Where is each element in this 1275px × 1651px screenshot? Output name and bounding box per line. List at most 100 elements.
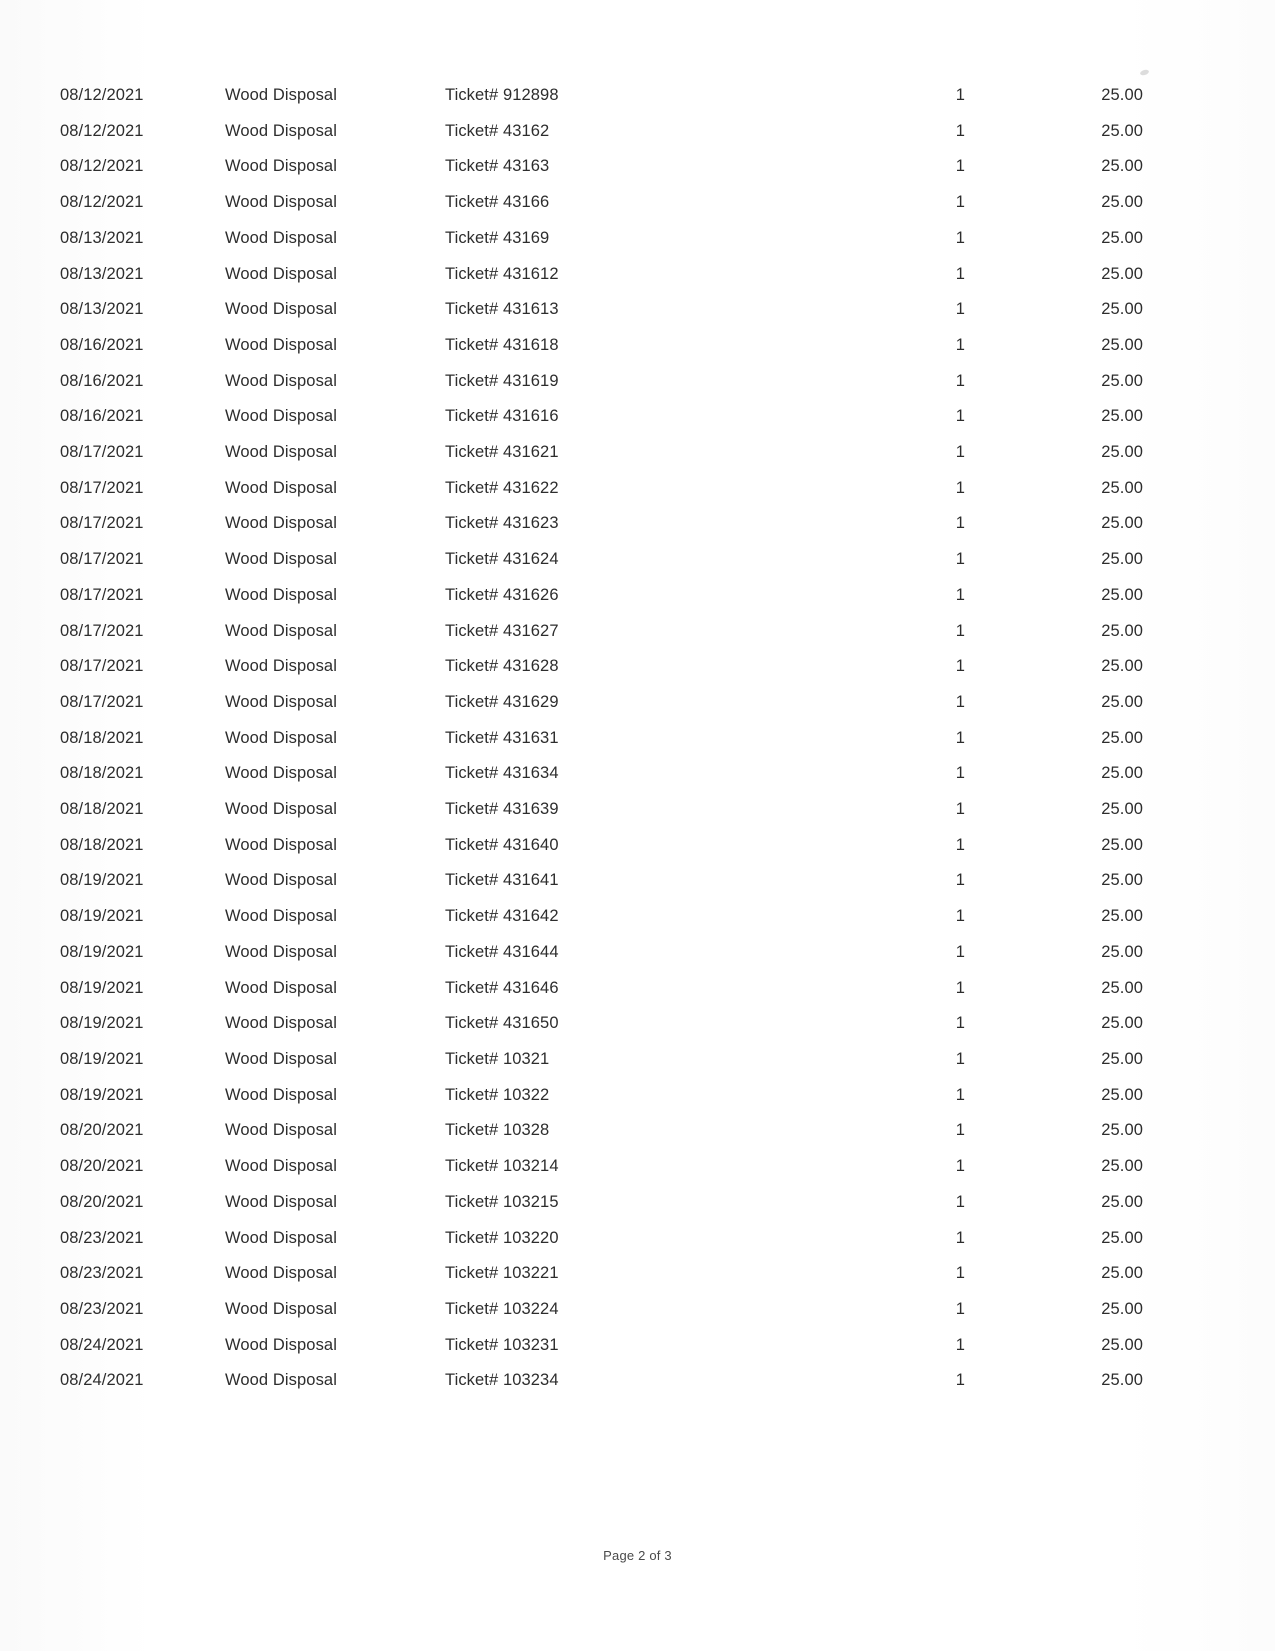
cell-quantity: 1 xyxy=(955,157,965,176)
cell-ticket: Ticket# 431619 xyxy=(445,371,559,390)
cell-quantity: 1 xyxy=(955,1371,965,1390)
cell-rate: 25.00 xyxy=(1101,335,1143,354)
table-row: 08/17/2021 Wood Disposal Ticket# 431629 1 25… xyxy=(0,685,1275,721)
cell-quantity: 1 xyxy=(955,1157,965,1176)
cell-amount: 25.00 xyxy=(1183,1113,1275,1149)
cell-rate: 25.00 xyxy=(1101,193,1143,212)
cell-rate: 25.00 xyxy=(1101,657,1143,676)
cell-amount: 25.00 xyxy=(1183,1185,1275,1221)
cell-amount: 25.00 xyxy=(1183,899,1275,935)
cell-ticket: Ticket# 10322 xyxy=(445,1085,550,1104)
cell-ticket: Ticket# 431639 xyxy=(445,800,559,819)
cell-date: 08/16/2021 xyxy=(60,371,144,390)
cell-amount: 25.00 xyxy=(1183,1221,1275,1257)
cell-quantity: 1 xyxy=(955,764,965,783)
cell-rate: 25.00 xyxy=(1101,871,1143,890)
cell-amount: 25.00 xyxy=(1183,292,1275,328)
table-row: 08/24/2021 Wood Disposal Ticket# 103234 1 25… xyxy=(0,1363,1275,1399)
cell-ticket: Ticket# 431612 xyxy=(445,264,559,283)
table-row: 08/19/2021 Wood Disposal Ticket# 431650 1 25… xyxy=(0,1006,1275,1042)
cell-date: 08/19/2021 xyxy=(60,871,144,890)
cell-description: Wood Disposal xyxy=(225,1157,337,1176)
cell-ticket: Ticket# 431642 xyxy=(445,907,559,926)
cell-description: Wood Disposal xyxy=(225,193,337,212)
cell-date: 08/24/2021 xyxy=(60,1371,144,1390)
cell-amount: 25.00 xyxy=(1183,149,1275,185)
cell-rate: 25.00 xyxy=(1101,550,1143,569)
cell-amount: 25.00 xyxy=(1183,1006,1275,1042)
cell-amount: 25.00 xyxy=(1183,1292,1275,1328)
cell-amount: 25.00 xyxy=(1183,1149,1275,1185)
cell-rate: 25.00 xyxy=(1101,157,1143,176)
cell-description: Wood Disposal xyxy=(225,514,337,533)
cell-description: Wood Disposal xyxy=(225,1264,337,1283)
table-row: 08/19/2021 Wood Disposal Ticket# 431644 1 25… xyxy=(0,935,1275,971)
cell-date: 08/19/2021 xyxy=(60,978,144,997)
cell-rate: 25.00 xyxy=(1101,1371,1143,1390)
cell-date: 08/17/2021 xyxy=(60,657,144,676)
cell-quantity: 1 xyxy=(955,692,965,711)
cell-quantity: 1 xyxy=(955,1228,965,1247)
cell-description: Wood Disposal xyxy=(225,692,337,711)
cell-date: 08/12/2021 xyxy=(60,193,144,212)
cell-quantity: 1 xyxy=(955,550,965,569)
cell-date: 08/24/2021 xyxy=(60,1335,144,1354)
cell-rate: 25.00 xyxy=(1101,942,1143,961)
cell-amount: 25.00 xyxy=(1183,506,1275,542)
cell-ticket: Ticket# 10328 xyxy=(445,1121,550,1140)
cell-rate: 25.00 xyxy=(1101,835,1143,854)
table-row: 08/20/2021 Wood Disposal Ticket# 103215 1 25… xyxy=(0,1185,1275,1221)
cell-ticket: Ticket# 43166 xyxy=(445,193,550,212)
cell-description: Wood Disposal xyxy=(225,157,337,176)
cell-rate: 25.00 xyxy=(1101,1299,1143,1318)
cell-rate: 25.00 xyxy=(1101,478,1143,497)
table-row: 08/17/2021 Wood Disposal Ticket# 431624 1 25… xyxy=(0,542,1275,578)
cell-ticket: Ticket# 431629 xyxy=(445,692,559,711)
cell-description: Wood Disposal xyxy=(225,764,337,783)
table-row: 08/13/2021 Wood Disposal Ticket# 431612 1 25… xyxy=(0,257,1275,293)
cell-amount: 25.00 xyxy=(1183,792,1275,828)
cell-ticket: Ticket# 43169 xyxy=(445,228,550,247)
cell-ticket: Ticket# 431618 xyxy=(445,335,559,354)
cell-amount: 25.00 xyxy=(1183,1328,1275,1364)
page-footer: Page 2 of 3 xyxy=(603,1548,672,1563)
table-row: 08/20/2021 Wood Disposal Ticket# 10328 1 25.… xyxy=(0,1113,1275,1149)
cell-date: 08/18/2021 xyxy=(60,764,144,783)
cell-date: 08/16/2021 xyxy=(60,335,144,354)
cell-ticket: Ticket# 43162 xyxy=(445,121,550,140)
cell-ticket: Ticket# 431646 xyxy=(445,978,559,997)
cell-rate: 25.00 xyxy=(1101,1014,1143,1033)
cell-ticket: Ticket# 103224 xyxy=(445,1299,559,1318)
cell-quantity: 1 xyxy=(955,478,965,497)
cell-rate: 25.00 xyxy=(1101,514,1143,533)
cell-ticket: Ticket# 431622 xyxy=(445,478,559,497)
cell-amount: 25.00 xyxy=(1183,828,1275,864)
cell-quantity: 1 xyxy=(955,1264,965,1283)
cell-date: 08/20/2021 xyxy=(60,1157,144,1176)
cell-quantity: 1 xyxy=(955,942,965,961)
cell-amount: 25.00 xyxy=(1183,1078,1275,1114)
cell-amount: 25.00 xyxy=(1183,221,1275,257)
cell-ticket: Ticket# 103221 xyxy=(445,1264,559,1283)
cell-amount: 25.00 xyxy=(1183,685,1275,721)
cell-quantity: 1 xyxy=(955,193,965,212)
cell-amount: 25.00 xyxy=(1183,257,1275,293)
cell-date: 08/18/2021 xyxy=(60,728,144,747)
cell-description: Wood Disposal xyxy=(225,264,337,283)
cell-ticket: Ticket# 431627 xyxy=(445,621,559,640)
cell-rate: 25.00 xyxy=(1101,371,1143,390)
cell-description: Wood Disposal xyxy=(225,335,337,354)
cell-rate: 25.00 xyxy=(1101,407,1143,426)
cell-quantity: 1 xyxy=(955,1014,965,1033)
cell-amount: 25.00 xyxy=(1183,1256,1275,1292)
cell-ticket: Ticket# 431628 xyxy=(445,657,559,676)
table-row: 08/23/2021 Wood Disposal Ticket# 103224 1 25… xyxy=(0,1292,1275,1328)
table-row: 08/19/2021 Wood Disposal Ticket# 431642 1 25… xyxy=(0,899,1275,935)
cell-amount: 25.00 xyxy=(1183,756,1275,792)
cell-date: 08/19/2021 xyxy=(60,1014,144,1033)
cell-quantity: 1 xyxy=(955,978,965,997)
cell-date: 08/16/2021 xyxy=(60,407,144,426)
cell-description: Wood Disposal xyxy=(225,907,337,926)
cell-description: Wood Disposal xyxy=(225,942,337,961)
